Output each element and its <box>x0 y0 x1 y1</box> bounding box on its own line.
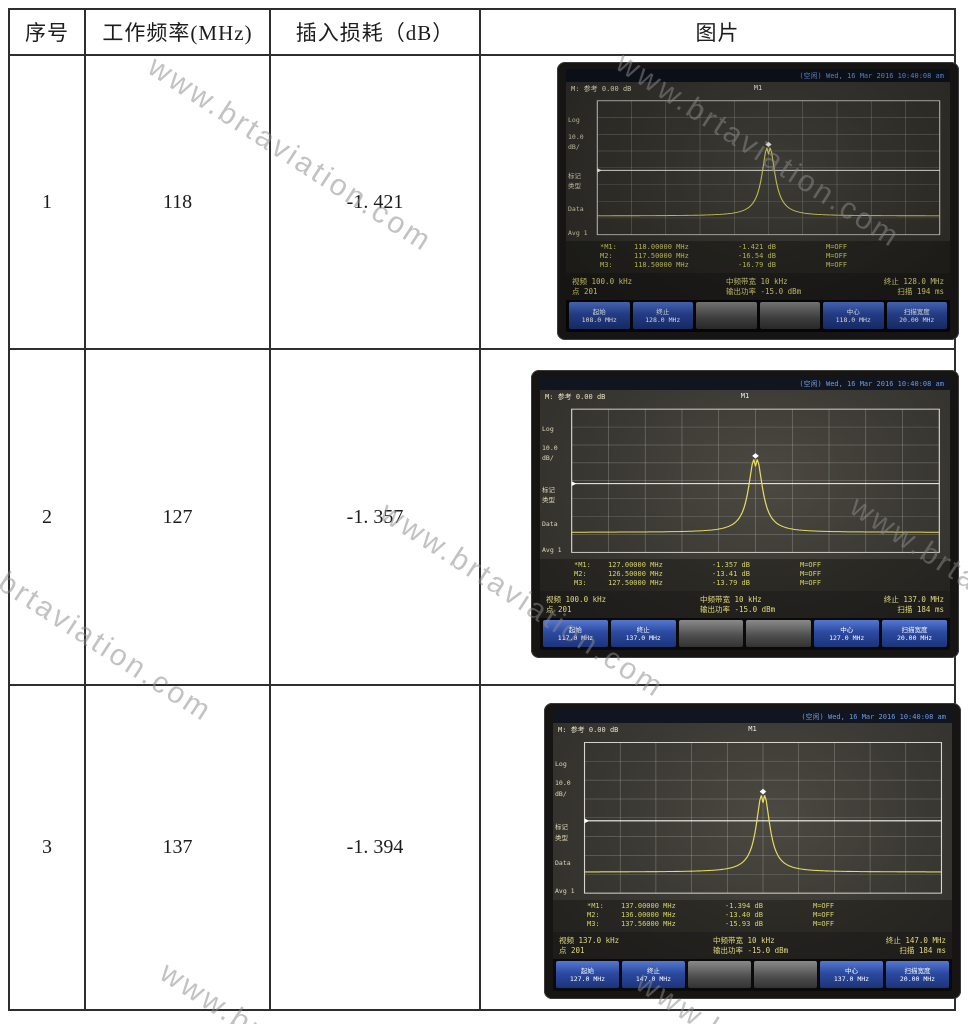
analyzer-titlebar: (空闲) Wed, 16 Mar 2016 10:40:08 am <box>540 377 950 390</box>
marker-row: M2: 136.00000 MHz -13.40 dB M=OFF <box>587 911 835 919</box>
frequency-cell: 137 <box>86 686 271 1009</box>
photo-analyzer-bezel: (空闲) Wed, 16 Mar 2016 10:40:08 am M: 参考 … <box>544 703 961 999</box>
spectrum-trace-plot <box>596 100 941 236</box>
analyzer-plot-area: M: 参考 0.00 dB M1 Log 10.0 dB/ 标记 类型 Data… <box>553 723 952 900</box>
video-bw-info: 视频 137.0 kHz 点 201 <box>559 935 620 955</box>
video-bw-info: 视频 100.0 kHz 点 201 <box>546 594 607 614</box>
softkey-span: 扫描宽度 20.00 MHz <box>886 302 947 329</box>
analyzer-screen: (空闲) Wed, 16 Mar 2016 10:40:08 am M: 参考 … <box>553 710 952 991</box>
marker-row: M2: 126.50000 MHz -13.41 dB M=OFF <box>574 570 822 578</box>
loss-cell: -1. 357 <box>271 350 481 686</box>
softkey-center: 中心 118.0 MHz <box>823 302 884 329</box>
reference-level-label: M: 参考 0.00 dB <box>558 726 619 734</box>
marker-readout-table: *M1: 137.00000 MHz -1.394 dB M=OFF M2: 1… <box>553 900 952 932</box>
marker-row: M3: 127.50000 MHz -13.79 dB M=OFF <box>574 579 822 587</box>
softkey-blank <box>688 961 751 988</box>
spectrum-trace-plot <box>583 741 943 894</box>
if-bw-info: 中频带宽 10 kHz 输出功率 -15.0 dBm <box>700 594 776 614</box>
picture-cell: (空闲) Wed, 16 Mar 2016 10:40:08 am M: 参考 … <box>481 350 959 686</box>
photo-analyzer-bezel: (空闲) Wed, 16 Mar 2016 10:40:08 am M: 参考 … <box>531 370 959 658</box>
video-bw-info: 视频 100.0 kHz 点 201 <box>572 276 633 296</box>
marker-readout-table: *M1: 118.00000 MHz -1.421 dB M=OFF M2: 1… <box>566 241 950 273</box>
softkey-stop: 终止 128.0 MHz <box>632 302 693 329</box>
frequency-cell: 127 <box>86 350 271 686</box>
header-insertion-loss: 插入损耗（dB） <box>271 10 481 56</box>
marker-label: M1 <box>740 392 750 400</box>
scale-labels: Log 10.0 dB/ 标记 类型 Data Avg 1 <box>568 116 588 237</box>
marker-row: M3: 137.56000 MHz -15.93 dB M=OFF <box>587 920 835 928</box>
softkey-stop: 终止 147.0 MHz <box>622 961 685 988</box>
marker-row: *M1: 127.00000 MHz -1.357 dB M=OFF <box>574 561 822 569</box>
softkey-blank <box>759 302 820 329</box>
row-number-cell: 3 <box>10 686 86 1009</box>
softkey-bar: 起始 108.0 MHz 终止 128.0 MHz 中心 118.0 MHz 扫描宽度… <box>566 300 950 332</box>
marker-label: M1 <box>753 84 763 92</box>
sweep-info-bar: 视频 100.0 kHz 点 201 中频带宽 10 kHz 输出功率 -15.… <box>566 273 950 300</box>
stop-freq-info: 终止 137.0 MHz 扫描 184 ms <box>883 594 944 614</box>
loss-cell: -1. 421 <box>271 56 481 350</box>
analyzer-datetime: (空闲) Wed, 16 Mar 2016 10:40:08 am <box>799 379 944 388</box>
insertion-loss-table: 序号 工作频率(MHz) 插入损耗（dB） 图片 1 118 -1. 421 (… <box>8 8 961 1011</box>
stop-freq-info: 终止 147.0 MHz 扫描 184 ms <box>885 935 946 955</box>
analyzer-screen: (空闲) Wed, 16 Mar 2016 10:40:08 am M: 参考 … <box>540 377 950 650</box>
analyzer-datetime: (空闲) Wed, 16 Mar 2016 10:40:08 am <box>801 712 946 721</box>
analyzer-photo-1: (空闲) Wed, 16 Mar 2016 10:40:08 am M: 参考 … <box>557 62 959 340</box>
analyzer-plot-area: M: 参考 0.00 dB M1 Log 10.0 dB/ 标记 类型 Data… <box>566 82 950 241</box>
header-serial-number: 序号 <box>10 10 86 56</box>
analyzer-photo-2: (空闲) Wed, 16 Mar 2016 10:40:08 am M: 参考 … <box>531 370 959 658</box>
marker-label: M1 <box>748 725 757 733</box>
softkey-center: 中心 127.0 MHz <box>814 620 880 647</box>
marker-row: M2: 117.50000 MHz -16.54 dB M=OFF <box>600 252 848 260</box>
loss-cell: -1. 394 <box>271 686 481 1009</box>
spectrum-trace-plot <box>571 408 940 553</box>
reference-level-label: M: 参考 0.00 dB <box>571 85 632 93</box>
scale-labels: Log 10.0 dB/ 标记 类型 Data Avg 1 <box>542 425 562 555</box>
frequency-cell: 118 <box>86 56 271 350</box>
softkey-blank <box>678 620 744 647</box>
softkey-blank <box>754 961 817 988</box>
row-number-cell: 1 <box>10 56 86 350</box>
marker-row: *M1: 137.00000 MHz -1.394 dB M=OFF <box>587 902 835 910</box>
softkey-span: 扫描宽度 20.00 MHz <box>886 961 949 988</box>
softkey-blank <box>696 302 757 329</box>
header-working-frequency: 工作频率(MHz) <box>86 10 271 56</box>
stop-freq-info: 终止 128.0 MHz 扫描 194 ms <box>883 276 944 296</box>
row-number-cell: 2 <box>10 350 86 686</box>
photo-analyzer-bezel: (空闲) Wed, 16 Mar 2016 10:40:08 am M: 参考 … <box>557 62 959 340</box>
header-picture: 图片 <box>481 10 954 56</box>
marker-row: *M1: 118.00000 MHz -1.421 dB M=OFF <box>600 243 848 251</box>
softkey-stop: 终止 137.0 MHz <box>610 620 676 647</box>
analyzer-photo-3: (空闲) Wed, 16 Mar 2016 10:40:08 am M: 参考 … <box>544 703 961 999</box>
softkey-center: 中心 137.0 MHz <box>820 961 883 988</box>
sweep-info-bar: 视频 100.0 kHz 点 201 中频带宽 10 kHz 输出功率 -15.… <box>540 591 950 618</box>
analyzer-datetime: (空闲) Wed, 16 Mar 2016 10:40:08 am <box>799 71 944 80</box>
marker-readout-table: *M1: 127.00000 MHz -1.357 dB M=OFF M2: 1… <box>540 559 950 591</box>
softkey-bar: 起始 127.0 MHz 终止 147.0 MHz 中心 137.0 MHz 扫描宽度… <box>553 959 952 991</box>
analyzer-titlebar: (空闲) Wed, 16 Mar 2016 10:40:08 am <box>553 710 952 723</box>
softkey-start: 起始 127.0 MHz <box>556 961 619 988</box>
analyzer-screen: (空闲) Wed, 16 Mar 2016 10:40:08 am M: 参考 … <box>566 69 950 332</box>
softkey-span: 扫描宽度 20.00 MHz <box>882 620 947 647</box>
if-bw-info: 中频带宽 10 kHz 输出功率 -15.0 dBm <box>713 935 789 955</box>
analyzer-plot-area: M: 参考 0.00 dB M1 Log 10.0 dB/ 标记 类型 Data… <box>540 390 950 559</box>
sweep-info-bar: 视频 137.0 kHz 点 201 中频带宽 10 kHz 输出功率 -15.… <box>553 932 952 959</box>
if-bw-info: 中频带宽 10 kHz 输出功率 -15.0 dBm <box>726 276 802 296</box>
softkey-bar: 起始 117.0 MHz 终止 137.0 MHz 中心 127.0 MHz 扫描宽度… <box>540 618 950 650</box>
analyzer-titlebar: (空闲) Wed, 16 Mar 2016 10:40:08 am <box>566 69 950 82</box>
picture-cell: (空闲) Wed, 16 Mar 2016 10:40:08 am M: 参考 … <box>481 686 961 1009</box>
softkey-start: 起始 117.0 MHz <box>543 620 608 647</box>
softkey-blank <box>746 620 812 647</box>
softkey-start: 起始 108.0 MHz <box>569 302 630 329</box>
marker-row: M3: 118.50000 MHz -16.79 dB M=OFF <box>600 261 848 269</box>
reference-level-label: M: 参考 0.00 dB <box>545 393 606 401</box>
picture-cell: (空闲) Wed, 16 Mar 2016 10:40:08 am M: 参考 … <box>481 56 959 350</box>
scale-labels: Log 10.0 dB/ 标记 类型 Data Avg 1 <box>555 759 575 895</box>
